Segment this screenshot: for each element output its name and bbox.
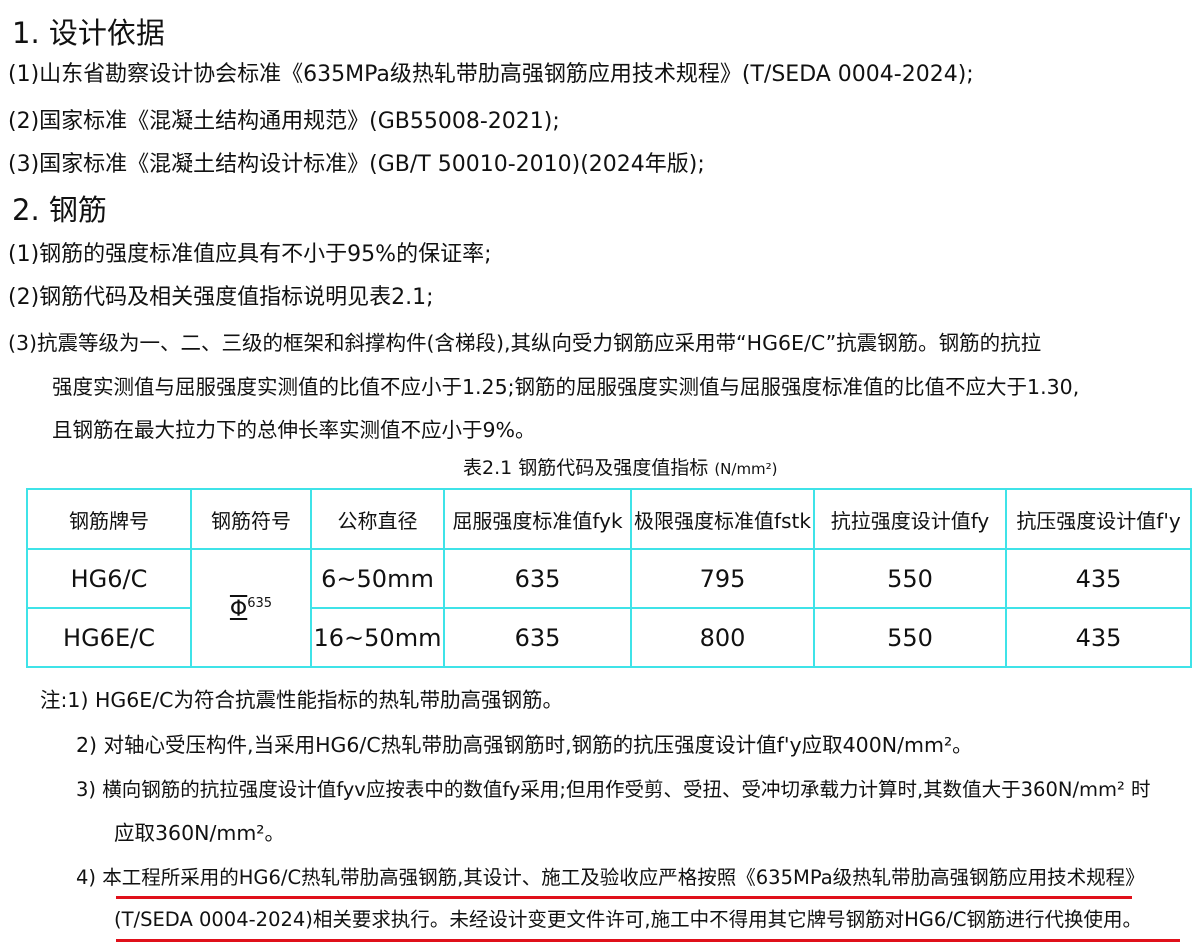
table-row: HG6/C Φ635 6~50mm 635 795 550 435 — [26, 548, 1192, 668]
header-cell: 极限强度标准值fstk — [630, 488, 815, 550]
cell-fy: 550 — [813, 548, 1007, 609]
rebar-item-1: (1)钢筋的强度标准值应具有不小于95%的保证率; — [8, 242, 492, 267]
cell-grade: HG6/C — [26, 548, 192, 609]
rebar-symbol-sup: 635 — [247, 596, 273, 611]
cell-fpy: 435 — [1005, 548, 1192, 609]
header-cell: 公称直径 — [310, 488, 445, 550]
table-caption-text: 表2.1 钢筋代码及强度值指标 — [463, 457, 709, 479]
note-3-cont: 应取360N/mm²。 — [114, 821, 286, 845]
header-cell: 抗拉强度设计值fy — [813, 488, 1007, 550]
rebar-item-2: (2)钢筋代码及相关强度值指标说明见表2.1; — [8, 285, 434, 310]
rebar-strength-table: 钢筋牌号 钢筋符号 公称直径 屈服强度标准值fyk 极限强度标准值fstk 抗拉… — [26, 488, 1192, 668]
table-caption: 表2.1 钢筋代码及强度值指标 (N/mm²) — [463, 454, 778, 483]
note-4: 4) 本工程所采用的HG6/C热轧带肋高强钢筋,其设计、施工及验收应严格按照《6… — [76, 866, 1145, 889]
rebar-item-3-cont-2: 且钢筋在最大拉力下的总伸长率实测值不应小于9%。 — [52, 418, 536, 442]
cell-fpy: 435 — [1005, 607, 1192, 668]
table-unit: (N/mm²) — [714, 460, 778, 478]
rebar-item-3-cont-1: 强度实测值与屈服强度实测值的比值不应小于1.25;钢筋的屈服强度实测值与屈服强度… — [52, 375, 1080, 399]
table-row: HG6E/C 16~50mm 635 800 550 435 — [26, 607, 1192, 668]
note-2: 2) 对轴心受压构件,当采用HG6/C热轧带肋高强钢筋时,钢筋的抗压强度设计值f… — [76, 733, 973, 757]
rebar-symbol: Φ — [229, 597, 248, 622]
cell-fy: 550 — [813, 607, 1007, 668]
cell-symbol: Φ635 — [190, 548, 312, 668]
basis-item-3: (3)国家标准《混凝土结构设计标准》(GB/T 50010-2010)(2024… — [8, 152, 705, 177]
red-underline — [116, 939, 1180, 942]
note-4-cont: (T/SEDA 0004-2024)相关要求执行。未经设计变更文件许可,施工中不… — [114, 908, 1142, 931]
basis-item-2: (2)国家标准《混凝土结构通用规范》(GB55008-2021); — [8, 109, 560, 134]
table-header-row: 钢筋牌号 钢筋符号 公称直径 屈服强度标准值fyk 极限强度标准值fstk 抗拉… — [26, 488, 1192, 550]
section-1-title: 1. 设计依据 — [12, 16, 165, 50]
rebar-item-3: (3)抗震等级为一、二、三级的框架和斜撑构件(含梯段),其纵向受力钢筋应采用带“… — [8, 331, 1042, 355]
header-cell: 屈服强度标准值fyk — [443, 488, 632, 550]
basis-item-1: (1)山东省勘察设计协会标准《635MPa级热轧带肋高强钢筋应用技术规程》(T/… — [8, 62, 974, 87]
cell-diameter: 16~50mm — [310, 607, 445, 668]
cell-diameter: 6~50mm — [310, 548, 445, 609]
cell-grade: HG6E/C — [26, 607, 192, 668]
cell-fyk: 635 — [443, 548, 632, 609]
note-3: 3) 横向钢筋的抗拉强度设计值fyv应按表中的数值fy采用;但用作受剪、受扭、受… — [76, 778, 1151, 801]
cell-fstk: 795 — [630, 548, 815, 609]
cell-fstk: 800 — [630, 607, 815, 668]
cell-fyk: 635 — [443, 607, 632, 668]
note-1: 注:1) HG6E/C为符合抗震性能指标的热轧带肋高强钢筋。 — [40, 688, 563, 712]
header-cell: 钢筋符号 — [190, 488, 312, 550]
header-cell: 抗压强度设计值f'y — [1005, 488, 1192, 550]
section-2-title: 2. 钢筋 — [12, 193, 107, 227]
header-cell: 钢筋牌号 — [26, 488, 192, 550]
red-underline — [116, 896, 1132, 899]
